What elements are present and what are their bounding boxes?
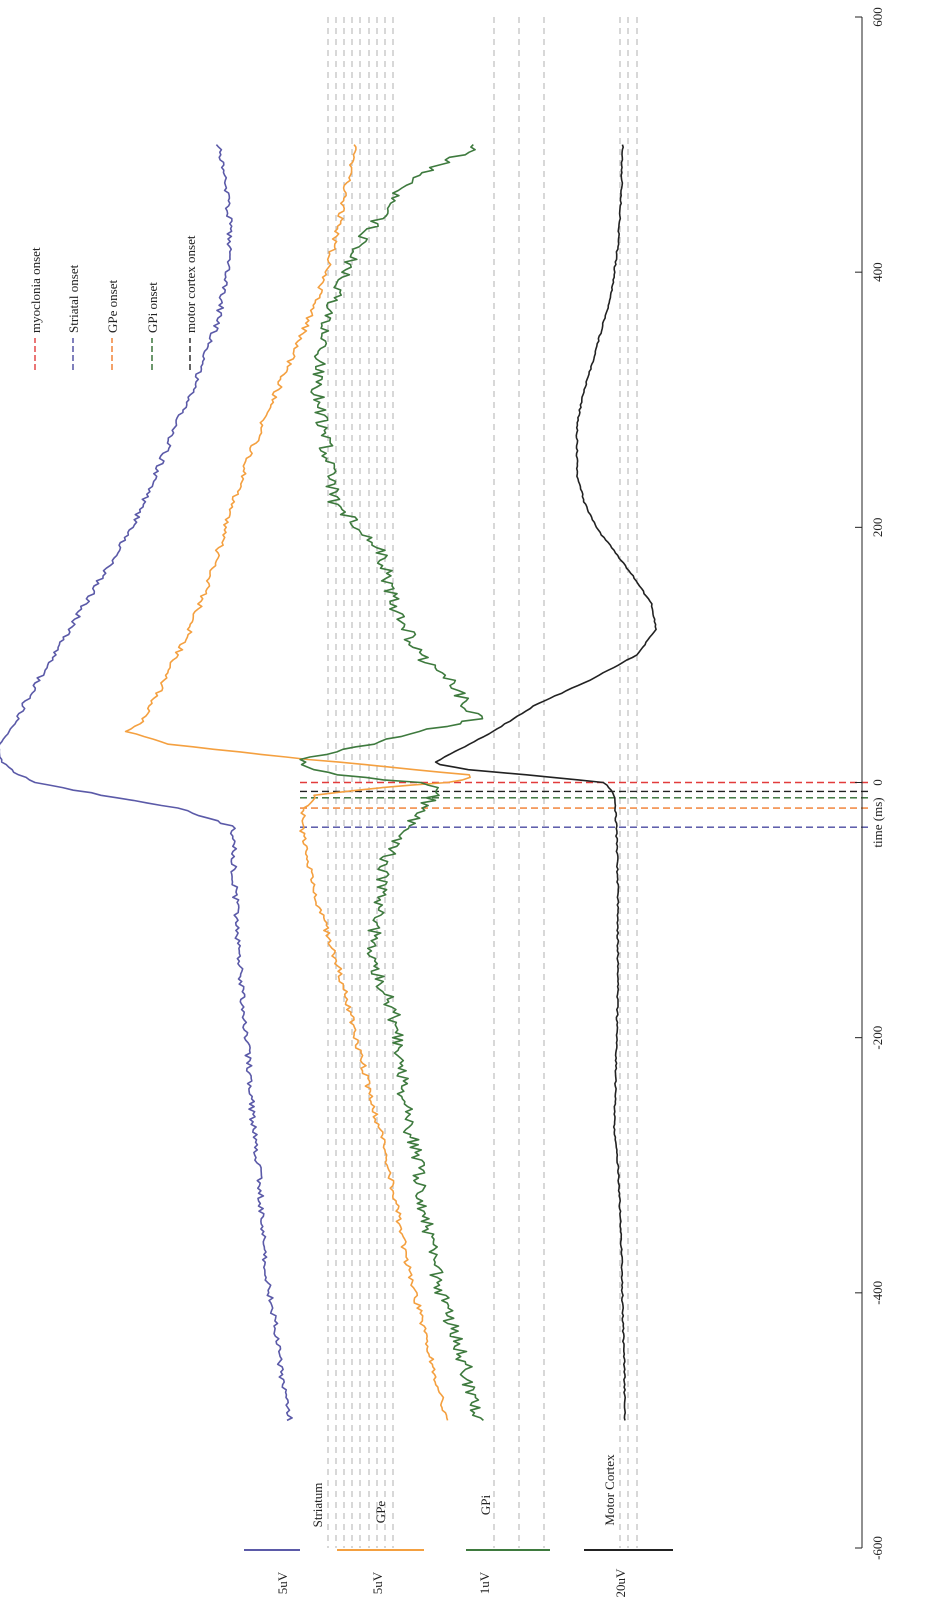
time-tick-label-1: -400: [870, 1281, 885, 1305]
traces: [0, 144, 657, 1422]
channel-label-gpe: GPe: [373, 1501, 388, 1524]
legend-label-0: myoclonia onset: [28, 247, 43, 333]
channel-label-motor-cortex: Motor Cortex: [602, 1454, 617, 1526]
scale-bars: 5uV 5uV 1uV 20uV: [244, 1549, 673, 1598]
time-tick-label-3: 0: [870, 779, 885, 786]
channel-labels: Striatum GPe GPi Motor Cortex: [310, 1454, 617, 1527]
trace-gpe: [124, 144, 471, 1421]
time-axis-label: time (ms): [870, 797, 885, 847]
channel-label-gpi: GPi: [478, 1494, 493, 1515]
scale-label-1: 5uV: [370, 1571, 385, 1594]
scale-label-2: 1uV: [477, 1571, 492, 1594]
channel-label-striatum: Striatum: [310, 1483, 325, 1528]
trace-gpi: [299, 144, 484, 1421]
trace-motor-cortex: [434, 144, 657, 1421]
time-axis: -600 -400 -200 0 200 400 600 time (ms): [855, 7, 885, 1560]
time-tick-label-0: -600: [870, 1536, 885, 1560]
legend-label-2: GPe onset: [105, 280, 120, 333]
legend-label-4: motor cortex onset: [183, 235, 198, 333]
time-tick-label-4: 200: [870, 518, 885, 538]
legend-label-3: GPi onset: [145, 282, 160, 333]
trace-striatum: [0, 144, 293, 1422]
onset-markers: [300, 781, 870, 828]
legend: myoclonia onset Striatal onset GPe onset GP…: [28, 235, 198, 370]
legend-label-1: Striatal onset: [66, 264, 81, 333]
time-tick-label-6: 600: [870, 7, 885, 27]
time-tick-label-2: -200: [870, 1026, 885, 1050]
time-tick-label-5: 400: [870, 262, 885, 282]
scale-label-0: 5uV: [275, 1571, 290, 1594]
scale-label-3: 20uV: [613, 1568, 628, 1598]
